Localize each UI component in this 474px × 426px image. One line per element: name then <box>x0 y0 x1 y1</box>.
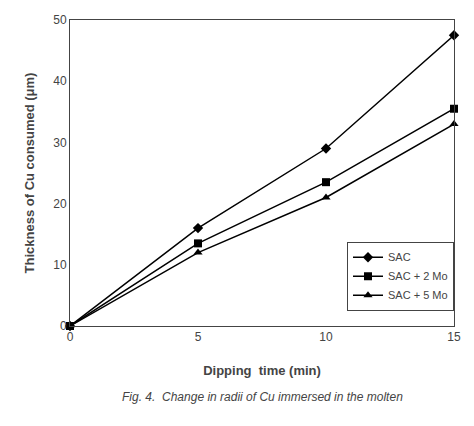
svg-text:SAC + 2 Mo: SAC + 2 Mo <box>388 270 448 282</box>
svg-text:SAC + 5 Mo: SAC + 5 Mo <box>388 289 448 301</box>
svg-text:0: 0 <box>60 319 67 333</box>
svg-text:10: 10 <box>53 258 67 272</box>
svg-text:30: 30 <box>53 136 67 150</box>
svg-text:Thickness of Cu consumed (μm): Thickness of Cu consumed (μm) <box>22 73 37 274</box>
svg-text:SAC: SAC <box>388 251 411 263</box>
svg-text:5: 5 <box>195 330 202 344</box>
svg-text:40: 40 <box>53 74 67 88</box>
svg-text:Dipping time (min): Dipping time (min) <box>203 363 321 378</box>
svg-text:10: 10 <box>319 330 333 344</box>
svg-text:0: 0 <box>67 330 74 344</box>
svg-text:15: 15 <box>447 330 461 344</box>
svg-text:50: 50 <box>53 13 67 27</box>
svg-text:20: 20 <box>53 197 67 211</box>
svg-text:Fig. 4. Change in radii of Cu: Fig. 4. Change in radii of Cu immersed i… <box>122 390 403 404</box>
